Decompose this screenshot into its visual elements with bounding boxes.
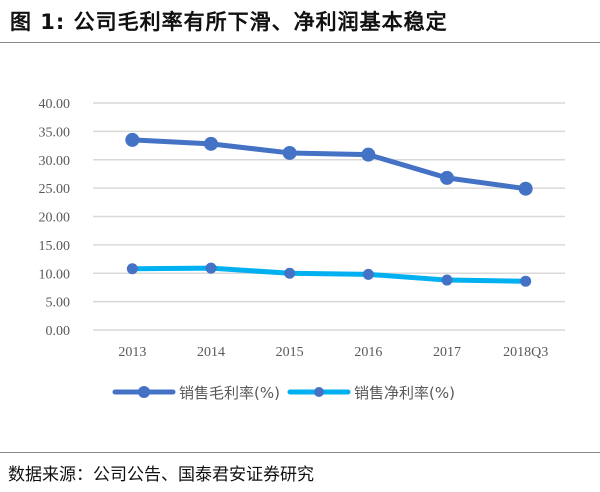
y-tick-label: 5.00	[46, 296, 71, 311]
data-point	[284, 267, 296, 279]
x-tick-label: 2014	[197, 345, 225, 360]
y-tick-label: 20.00	[39, 211, 71, 226]
y-tick-label: 25.00	[39, 182, 71, 197]
legend-marker	[314, 387, 324, 397]
y-tick-label: 10.00	[39, 267, 71, 282]
divider	[0, 42, 600, 43]
x-tick-label: 2016	[354, 345, 382, 360]
data-point	[204, 136, 218, 151]
data-point	[125, 132, 140, 147]
source-note: 数据来源：公司公告、国泰君安证券研究	[8, 465, 314, 485]
data-point	[362, 268, 374, 280]
y-tick-label: 35.00	[39, 125, 71, 140]
figure-title: 图 1: 公司毛利率有所下滑、净利润基本稳定	[10, 10, 448, 34]
data-point	[205, 262, 217, 274]
x-tick-label: 2015	[276, 345, 304, 360]
x-tick-label: 2013	[118, 345, 146, 360]
line-chart: 0.00 5.00 10.00 15.00 20.00 25.00 30.00 35.00 40…	[39, 97, 565, 402]
y-tick-label: 15.00	[39, 239, 71, 254]
y-tick-label: 0.00	[46, 324, 71, 339]
x-tick-label: 2018Q3	[503, 345, 548, 360]
legend-label: 销售净利率(%)	[354, 384, 455, 402]
y-tick-label: 40.00	[39, 97, 71, 112]
legend-marker	[138, 386, 150, 398]
y-tick-label: 30.00	[39, 154, 71, 169]
divider	[0, 452, 600, 453]
data-point	[518, 181, 533, 196]
series-line	[132, 137, 527, 192]
data-point	[361, 147, 376, 162]
series-line	[132, 265, 526, 284]
legend-label: 销售毛利率(%)	[179, 384, 280, 402]
x-tick-label: 2017	[433, 345, 461, 360]
data-point	[520, 275, 532, 287]
data-point	[440, 170, 454, 185]
data-point	[282, 145, 297, 160]
data-point	[126, 263, 138, 275]
data-point	[441, 274, 453, 286]
